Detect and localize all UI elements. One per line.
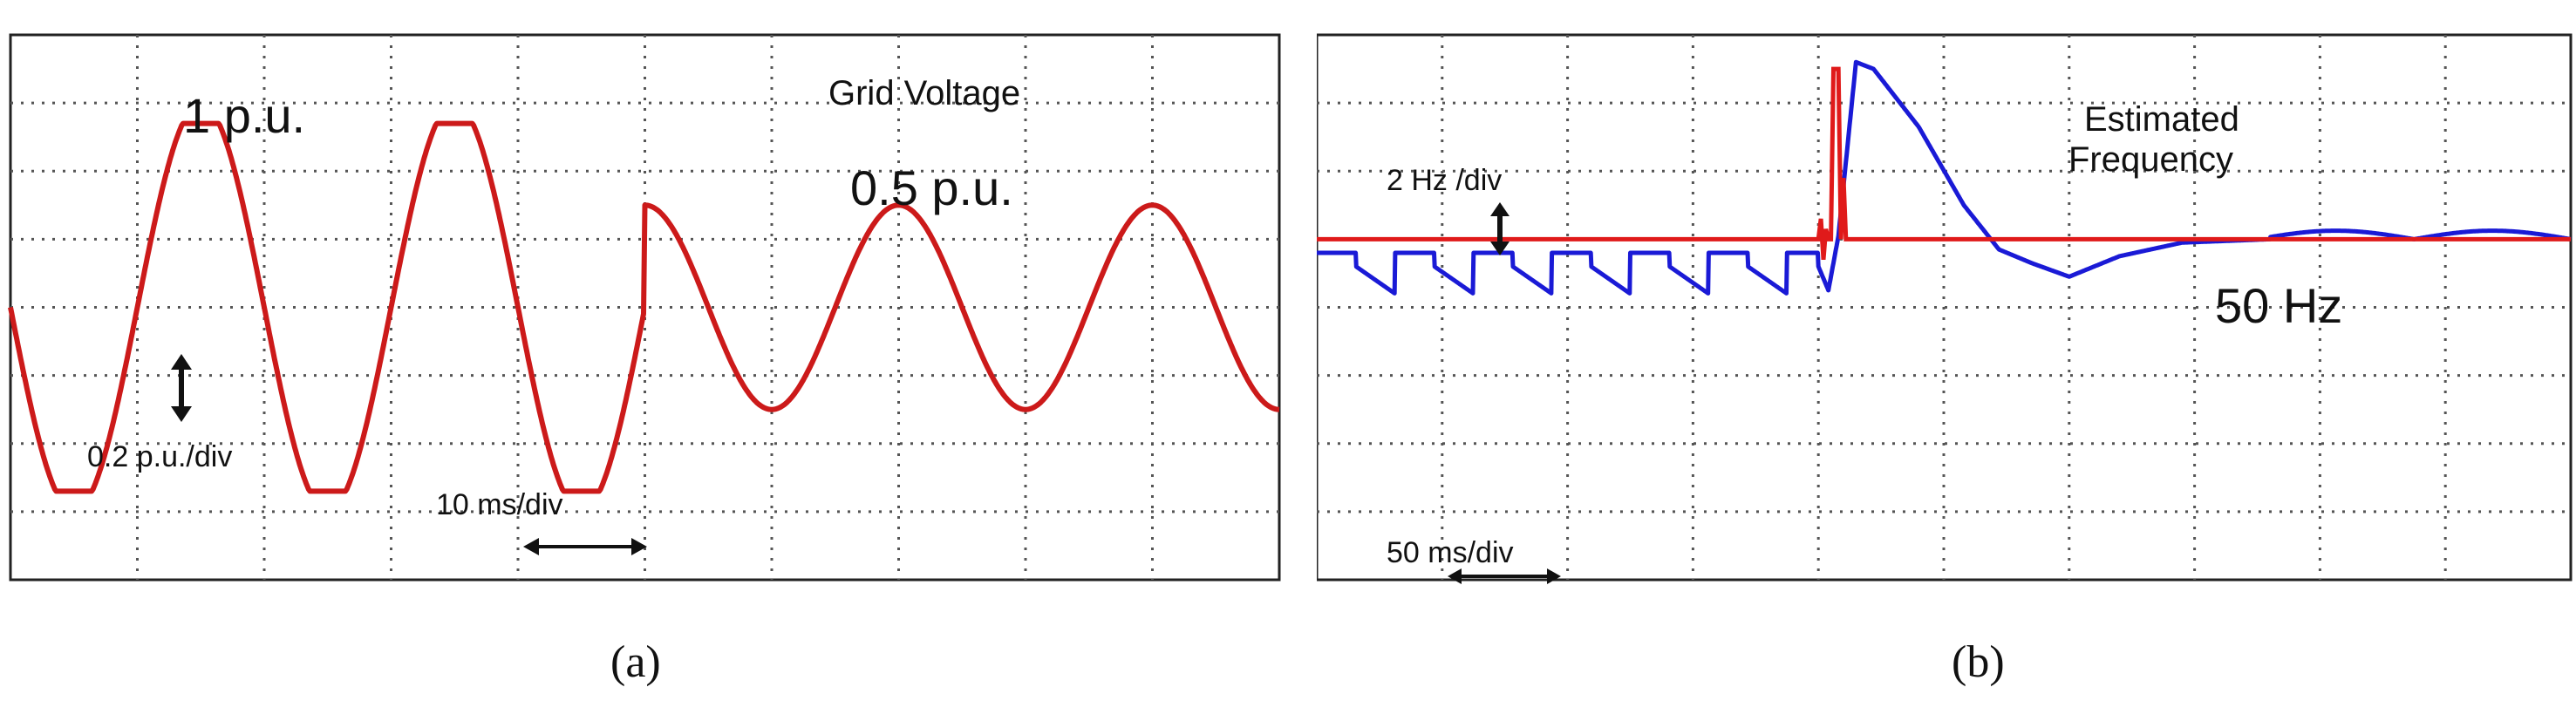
steady-state-label: 50 Hz (2215, 278, 2342, 333)
panel-a: Grid Voltage 1 p.u. 0.5 p.u. 0.2 p.u./di… (8, 33, 1281, 687)
series-layer (8, 120, 1281, 494)
series-layer (1317, 59, 2573, 296)
panel-b: Estimated Frequency 2 Hz /div 50 Hz 50 m… (1317, 0, 2576, 728)
time-scale-label: 10 ms/div (436, 488, 563, 521)
vertical-scale-arrow-icon (1490, 202, 1509, 255)
estimated-frequency-series (1317, 59, 2573, 296)
panel-b-caption: (b) (1952, 637, 2005, 687)
grid-voltage-chart: Grid Voltage 1 p.u. 0.5 p.u. 0.2 p.u./di… (8, 33, 1281, 582)
chart-title-line1: Estimated (2084, 100, 2239, 139)
level-after-label: 0.5 p.u. (850, 160, 1013, 215)
reference-frequency-series (1317, 66, 2571, 260)
chart-title-line2: Frequency (2068, 140, 2233, 179)
grid-voltage-series (8, 120, 1281, 494)
level-before-label: 1 p.u. (183, 88, 305, 143)
time-scale-arrow-icon (1448, 568, 1561, 584)
grid-lines (1317, 35, 2571, 580)
vertical-scale-label: 2 Hz /div (1387, 164, 1502, 197)
chart-title: Grid Voltage (828, 74, 1020, 112)
time-scale-label: 50 ms/div (1387, 536, 1514, 569)
time-scale-arrow-icon (523, 538, 647, 555)
vertical-scale-label: 0.2 p.u./div (87, 440, 232, 473)
vertical-scale-arrow-icon (171, 354, 192, 422)
panel-a-caption: (a) (610, 637, 661, 687)
estimated-frequency-chart: Estimated Frequency 2 Hz /div 50 Hz 50 m… (1317, 33, 2573, 584)
